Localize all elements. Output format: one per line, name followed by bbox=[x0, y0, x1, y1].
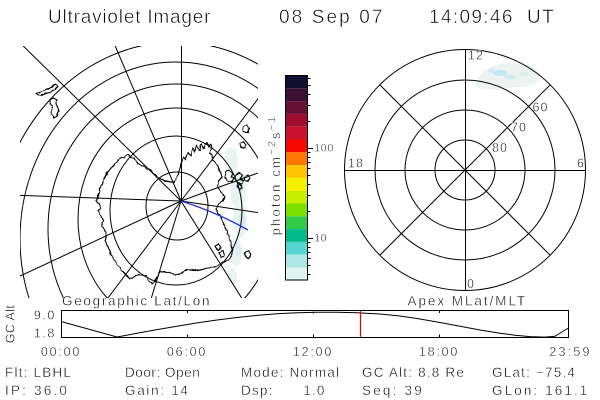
svg-text:Ultraviolet Imager: Ultraviolet Imager bbox=[48, 7, 211, 28]
svg-text:12:00: 12:00 bbox=[293, 345, 333, 359]
svg-text:IP: 36.0: IP: 36.0 bbox=[5, 383, 69, 398]
svg-text:100: 100 bbox=[314, 143, 334, 155]
svg-text:00:00: 00:00 bbox=[41, 345, 81, 359]
svg-text:80: 80 bbox=[492, 141, 508, 155]
svg-text:GLon: 161.1: GLon: 161.1 bbox=[492, 383, 589, 398]
svg-text:Mode: Normal: Mode: Normal bbox=[241, 365, 340, 380]
svg-text:1.8: 1.8 bbox=[34, 327, 56, 341]
svg-text:14:09:46 UT: 14:09:46 UT bbox=[429, 7, 555, 28]
svg-text:Apex MLat/MLT: Apex MLat/MLT bbox=[408, 294, 528, 309]
svg-text:23:59: 23:59 bbox=[549, 345, 591, 359]
svg-text:GLat: −75.4: GLat: −75.4 bbox=[492, 365, 576, 380]
svg-text:70: 70 bbox=[511, 121, 527, 135]
svg-text:9.0: 9.0 bbox=[34, 308, 56, 322]
svg-text:Seq: 39: Seq: 39 bbox=[362, 383, 424, 398]
svg-text:GC Alt: 8.8 Re: GC Alt: 8.8 Re bbox=[362, 365, 465, 380]
svg-text:0: 0 bbox=[467, 277, 475, 291]
svg-text:Dsp: 1.0: Dsp: 1.0 bbox=[241, 383, 326, 398]
svg-text:06:00: 06:00 bbox=[167, 345, 207, 359]
svg-text:10: 10 bbox=[314, 233, 327, 245]
svg-text:GC Alt: GC Alt bbox=[4, 305, 18, 344]
svg-text:Flt: LBHL: Flt: LBHL bbox=[5, 365, 72, 380]
svg-text:photon cm−2s−1: photon cm−2s−1 bbox=[267, 115, 283, 236]
svg-text:12: 12 bbox=[468, 49, 484, 63]
svg-text:Gain: 14: Gain: 14 bbox=[125, 383, 190, 398]
svg-text:18: 18 bbox=[348, 157, 364, 171]
svg-text:Door: Open: Door: Open bbox=[125, 365, 200, 380]
svg-text:Geographic Lat/Lon: Geographic Lat/Lon bbox=[62, 294, 211, 309]
svg-text:60: 60 bbox=[533, 101, 549, 115]
svg-text:18:00: 18:00 bbox=[419, 345, 459, 359]
svg-text:08 Sep 07: 08 Sep 07 bbox=[279, 7, 385, 28]
svg-text:6: 6 bbox=[577, 157, 585, 171]
